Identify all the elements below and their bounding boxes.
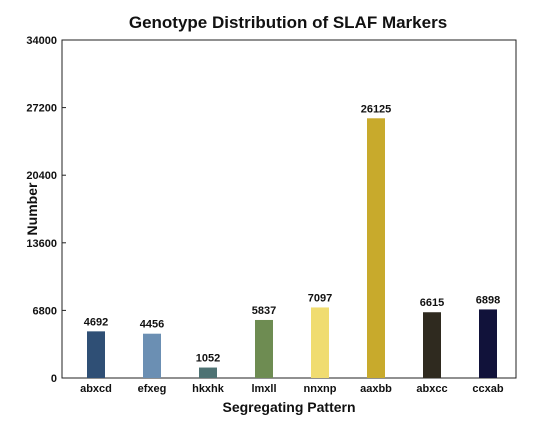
y-tick-label: 6800 (33, 305, 57, 317)
x-axis-label: Segregating Pattern (222, 399, 355, 415)
bars-group (87, 118, 497, 378)
x-tick-label-abxcc: abxcc (416, 383, 447, 395)
data-label-abxcd: 4692 (84, 316, 108, 328)
data-label-hkxhk: 1052 (196, 353, 220, 365)
x-axis-ticks: abxcd efxeg hkxhk lmxll nnxnp aaxbb abxcc ccxab (80, 383, 504, 395)
data-label-nnxnp: 7097 (308, 292, 332, 304)
x-tick-label-hkxhk: hkxhk (192, 383, 225, 395)
x-tick-label-lmxll: lmxll (251, 383, 276, 395)
y-axis-ticks: 0 6800 13600 20400 27200 34000 (26, 35, 66, 385)
y-tick-label: 20400 (26, 170, 57, 182)
chart-title: Genotype Distribution of SLAF Markers (129, 13, 447, 32)
data-label-lmxll: 5837 (252, 305, 276, 317)
x-tick-label-abxcd: abxcd (80, 383, 112, 395)
bar-abxcc (423, 312, 441, 378)
y-tick-label: 13600 (26, 238, 57, 250)
data-label-abxcc: 6615 (420, 297, 444, 309)
x-tick-label-ccxab: ccxab (472, 383, 503, 395)
bar-abxcd (87, 331, 105, 378)
bar-aaxbb (367, 118, 385, 378)
data-label-ccxab: 6898 (476, 294, 500, 306)
y-tick-label: 34000 (26, 35, 57, 47)
bar-hkxhk (199, 367, 217, 378)
x-tick-label-efxeg: efxeg (138, 383, 167, 395)
data-label-aaxbb: 26125 (361, 103, 392, 115)
bar-ccxab (479, 309, 497, 378)
bar-efxeg (143, 333, 161, 378)
bar-nnxnp (311, 307, 329, 378)
x-tick-label-aaxbb: aaxbb (360, 383, 392, 395)
data-label-efxeg: 4456 (140, 319, 164, 331)
y-tick-label: 27200 (26, 103, 57, 115)
x-tick-label-nnxnp: nnxnp (304, 383, 337, 395)
data-labels-group: 4692 4456 1052 5837 7097 26125 6615 6898 (84, 103, 500, 364)
y-axis-label: Number (24, 182, 40, 235)
bar-lmxll (255, 319, 273, 378)
plot-frame (61, 39, 517, 379)
y-tick-label: 0 (51, 373, 57, 385)
